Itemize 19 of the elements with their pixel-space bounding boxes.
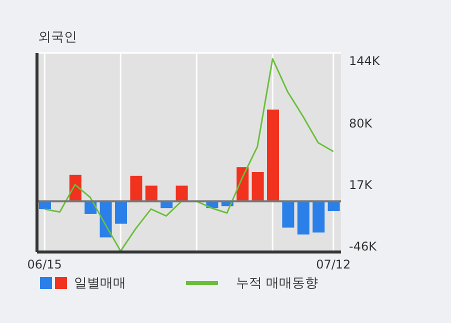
bar <box>312 201 325 232</box>
bar <box>252 172 264 202</box>
legend-label: 일별매매 <box>74 275 126 292</box>
y-tick-label: 80K <box>349 116 374 130</box>
bar <box>297 201 310 234</box>
bar <box>176 186 188 202</box>
y-tick-label: 17K <box>349 178 374 192</box>
y-tick-label: 144K <box>349 54 381 68</box>
x-tick-label: 07/12 <box>316 258 351 272</box>
bar <box>145 186 158 202</box>
y-tick-label: -46K <box>349 239 378 254</box>
legend-label: 누적 매매동향 <box>236 275 318 292</box>
line-series <box>44 58 334 252</box>
bar <box>282 201 294 228</box>
x-tick-label: 06/15 <box>27 258 62 272</box>
bar <box>130 176 142 202</box>
bar <box>267 110 279 202</box>
bar <box>115 201 127 224</box>
chart-title: 외국인 <box>38 29 77 46</box>
